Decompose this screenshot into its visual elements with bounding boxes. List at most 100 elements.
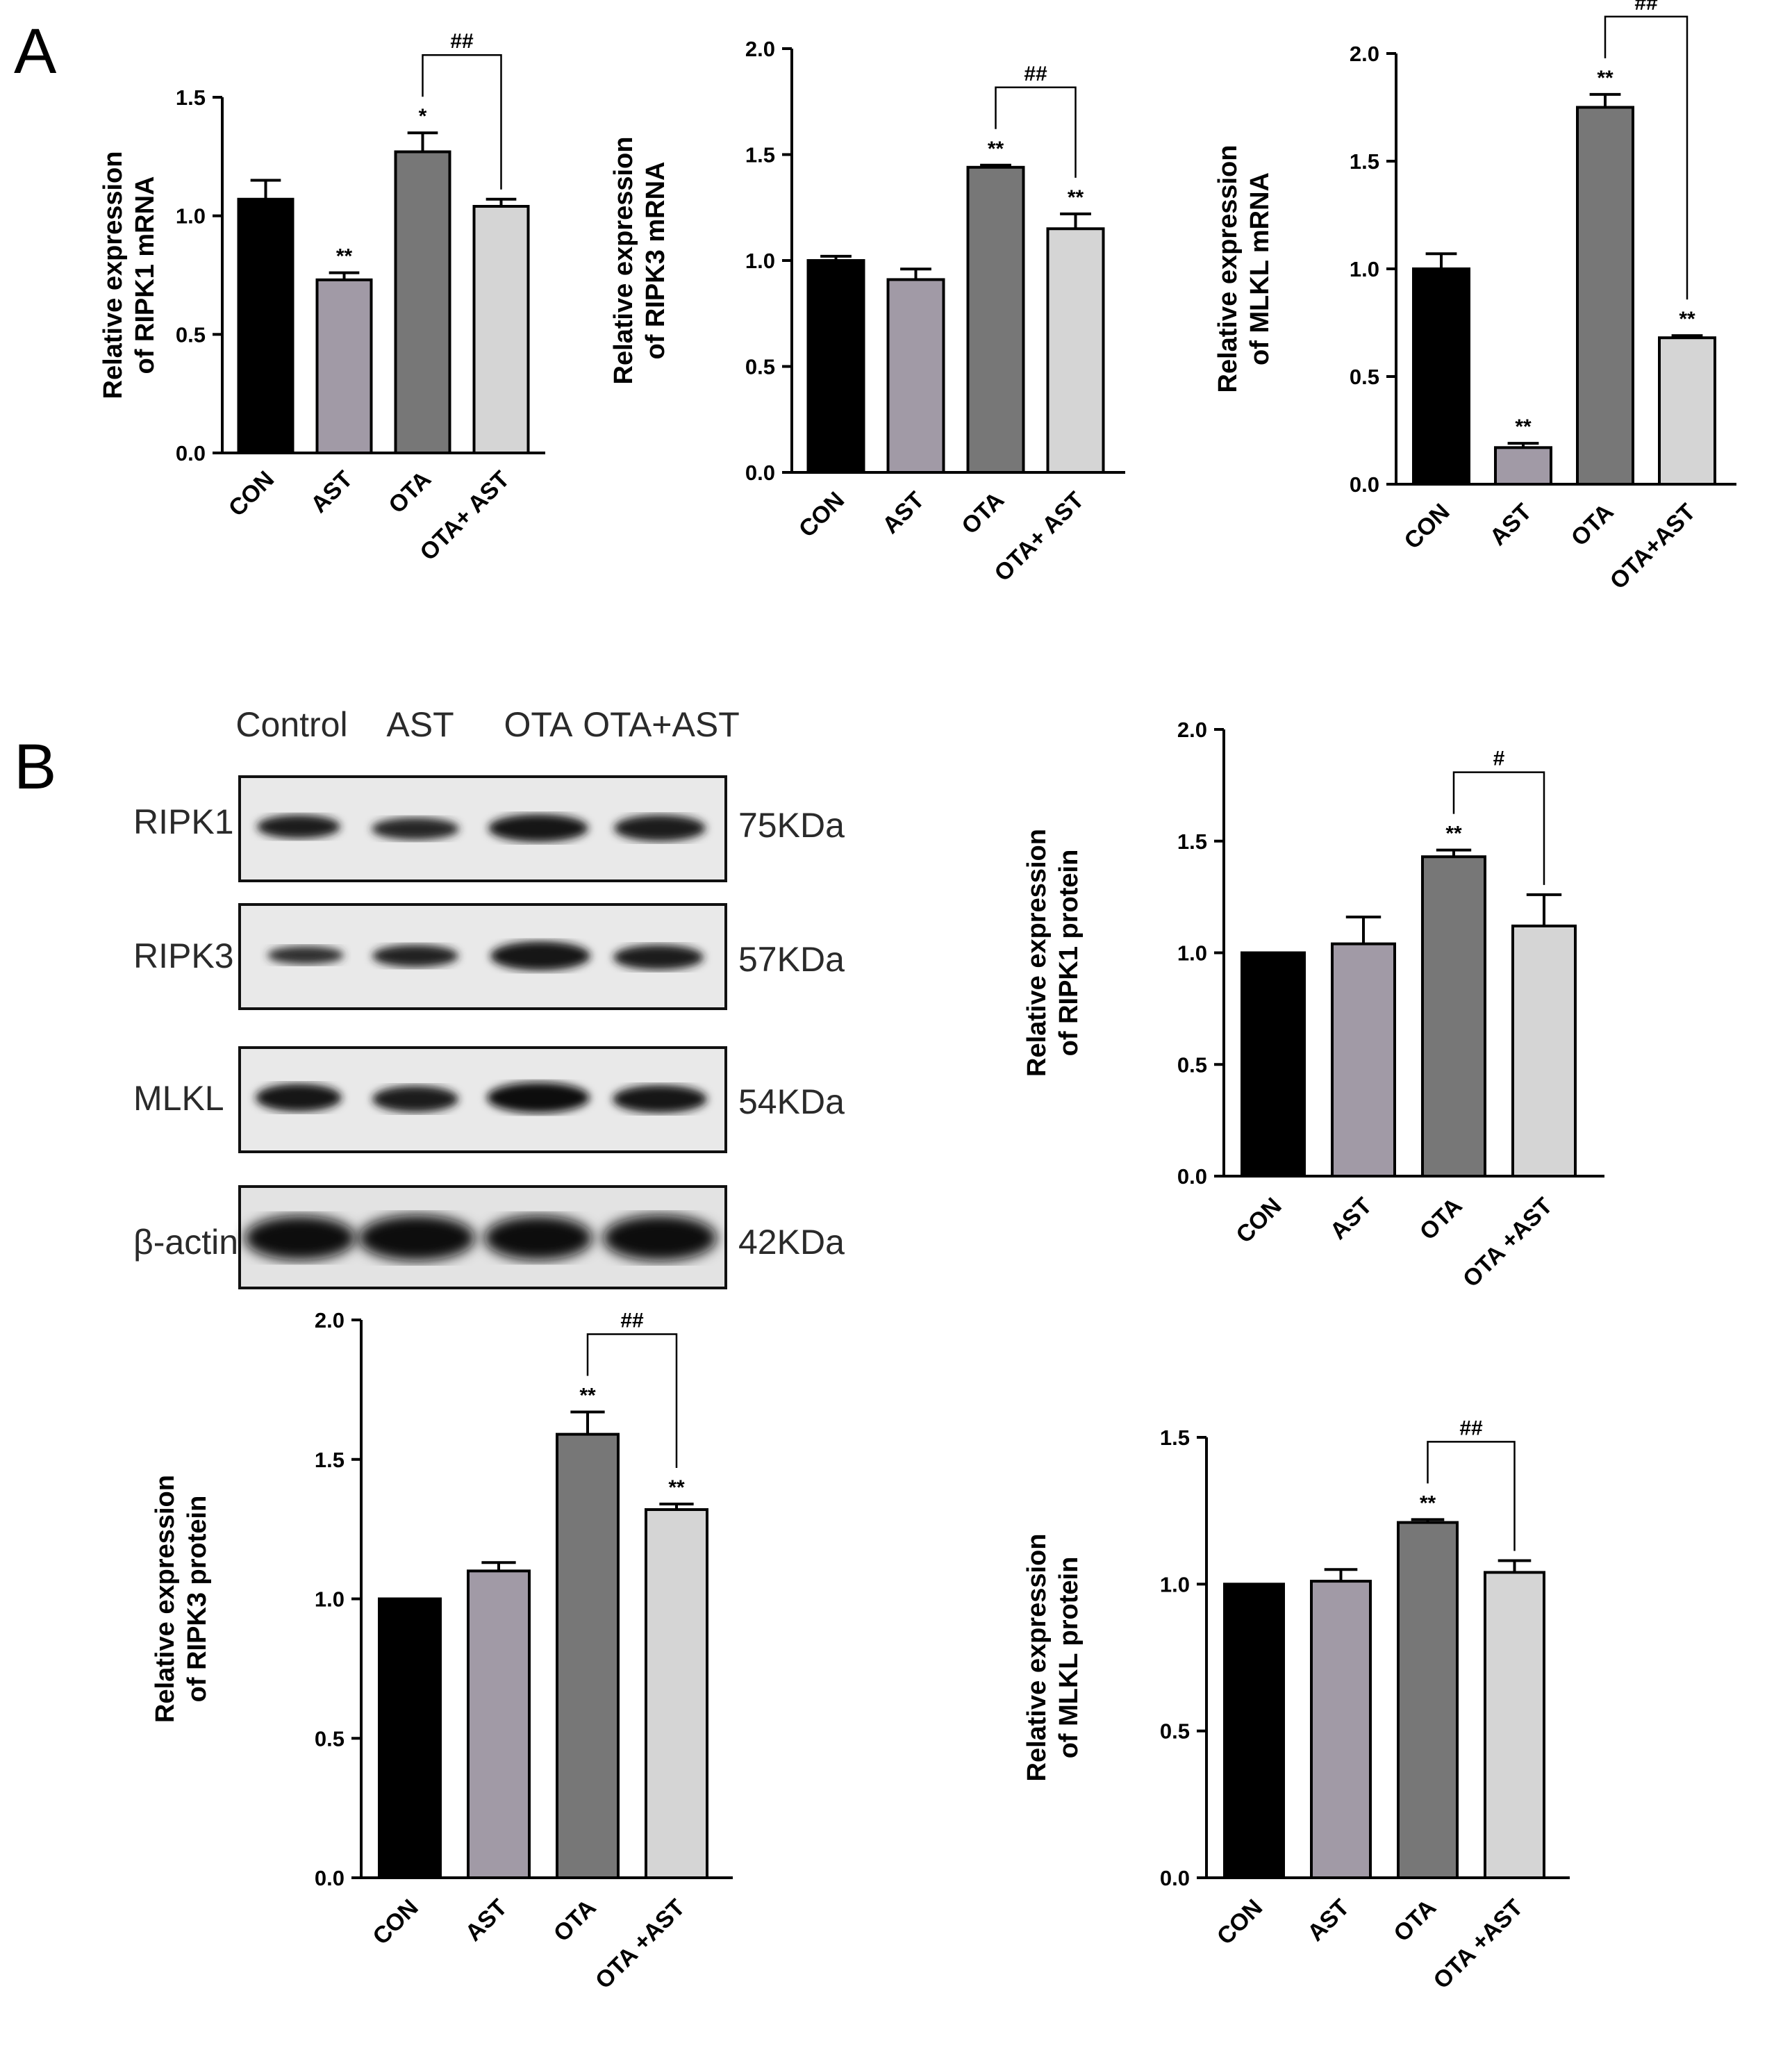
y-axis-label: of MLKL mRNA <box>1245 172 1275 365</box>
lane-label-ota-ast: OTA+AST <box>583 705 740 744</box>
band-mlkl-ota-ast <box>613 1085 707 1113</box>
bracket-label: ## <box>450 30 474 53</box>
band-actin-ota-ast <box>603 1215 717 1261</box>
size-label-mlkl: 54KDa <box>738 1082 845 1121</box>
bar-con <box>1241 951 1306 1178</box>
size-label-ripk3: 57KDa <box>738 940 845 979</box>
lane-label-ota: OTA <box>504 705 573 744</box>
band-ripk3-control <box>267 946 344 964</box>
blot-strip-beta-actin <box>238 1185 727 1289</box>
comparison-bracket <box>995 86 1077 178</box>
significance-marker: ** <box>1515 415 1532 438</box>
significance-marker: * <box>419 105 427 128</box>
bracket-label: ## <box>1459 1416 1483 1439</box>
bar-con <box>806 259 865 474</box>
band-mlkl-control <box>256 1084 342 1112</box>
y-tick-label: 0.5 <box>1350 365 1379 389</box>
band-ripk1-ota-ast <box>614 815 706 841</box>
y-tick-label: 0.0 <box>1177 1164 1207 1189</box>
blot-strip-mlkl <box>238 1046 727 1153</box>
y-tick-label: 1.5 <box>1350 149 1379 174</box>
y-tick-label: 1.5 <box>1177 829 1207 854</box>
band-actin-control <box>244 1216 356 1260</box>
significance-marker: ** <box>1420 1492 1436 1514</box>
band-ripk1-control <box>257 815 340 839</box>
band-ripk1-ota <box>488 814 588 842</box>
band-ripk3-ota-ast <box>613 945 704 970</box>
row-label-ripk3: RIPK3 <box>133 936 234 975</box>
band-ripk3-ota <box>490 941 590 970</box>
y-tick-label: 0.0 <box>745 461 775 485</box>
bar-ota <box>394 150 451 455</box>
y-axis-label: Relative expression <box>609 137 638 385</box>
significance-marker: ** <box>1679 308 1695 331</box>
band-actin-ota <box>484 1216 592 1260</box>
band-mlkl-ast <box>372 1086 458 1112</box>
y-tick-label: 0.5 <box>315 1726 345 1751</box>
y-tick-label: 2.0 <box>745 37 775 61</box>
y-tick-label: 0.5 <box>1160 1719 1190 1744</box>
significance-marker: ** <box>988 138 1004 160</box>
comparison-bracket <box>1452 771 1545 885</box>
significance-marker: ** <box>336 245 353 268</box>
bar-con <box>237 197 294 454</box>
bar-ota <box>556 1432 620 1879</box>
y-tick-label: 1.5 <box>315 1448 345 1472</box>
y-axis-label: Relative expression <box>99 151 128 399</box>
band-ripk3-ast <box>372 945 458 967</box>
y-tick-label: 2.0 <box>315 1308 345 1332</box>
lane-label-control: Control <box>235 705 347 744</box>
y-axis-label: Relative expression <box>1022 829 1052 1077</box>
bar-ota-ast <box>1484 1571 1545 1880</box>
bar-ast <box>1331 942 1396 1178</box>
y-axis-label: Relative expression <box>1213 145 1243 393</box>
bar-con <box>1412 267 1470 486</box>
y-tick-label: 0.5 <box>1177 1052 1207 1077</box>
row-label-ripk1: RIPK1 <box>133 802 234 841</box>
size-label-beta-actin: 42KDa <box>738 1223 845 1262</box>
significance-marker: ** <box>1068 186 1084 209</box>
band-ripk1-ast <box>372 818 459 840</box>
bar-ast <box>1494 446 1552 486</box>
significance-marker: ** <box>1445 823 1462 845</box>
y-tick-label: 0.0 <box>1350 472 1379 497</box>
comparison-bracket <box>1604 15 1689 300</box>
bar-ota <box>966 165 1025 474</box>
blot-strip-ripk1 <box>238 775 727 882</box>
y-axis-label: Relative expression <box>151 1475 180 1723</box>
significance-marker: ** <box>668 1476 685 1499</box>
size-label-ripk1: 75KDa <box>738 806 845 845</box>
y-axis-label: of RIPK1 protein <box>1054 850 1084 1057</box>
y-tick-label: 0.5 <box>745 355 775 379</box>
significance-marker: ** <box>579 1384 596 1407</box>
comparison-bracket <box>586 1333 678 1468</box>
y-tick-label: 1.0 <box>1350 257 1379 281</box>
bar-con <box>1223 1583 1285 1879</box>
band-mlkl-ota <box>487 1082 590 1113</box>
bar-ota-ast <box>1658 336 1716 486</box>
bracket-label: ## <box>1634 0 1658 15</box>
bracket-label: # <box>1493 747 1505 770</box>
panel-label-a: A <box>14 16 57 87</box>
bar-ota <box>1397 1521 1459 1879</box>
y-tick-label: 0.0 <box>176 441 206 465</box>
y-axis-label: of RIPK3 protein <box>183 1496 212 1703</box>
y-tick-label: 2.0 <box>1177 718 1207 742</box>
y-tick-label: 1.5 <box>176 85 206 110</box>
bracket-label: ## <box>1024 63 1047 85</box>
y-tick-label: 0.0 <box>315 1866 345 1890</box>
row-label-mlkl: MLKL <box>133 1079 224 1118</box>
band-actin-ast <box>358 1215 475 1261</box>
y-tick-label: 1.0 <box>176 204 206 229</box>
y-tick-label: 1.5 <box>745 143 775 167</box>
y-tick-label: 1.0 <box>745 249 775 273</box>
y-axis-label: of RIPK1 mRNA <box>131 176 160 374</box>
panel-label-b: B <box>14 732 57 802</box>
significance-marker: ** <box>1597 67 1613 90</box>
bar-ota <box>1421 855 1486 1178</box>
